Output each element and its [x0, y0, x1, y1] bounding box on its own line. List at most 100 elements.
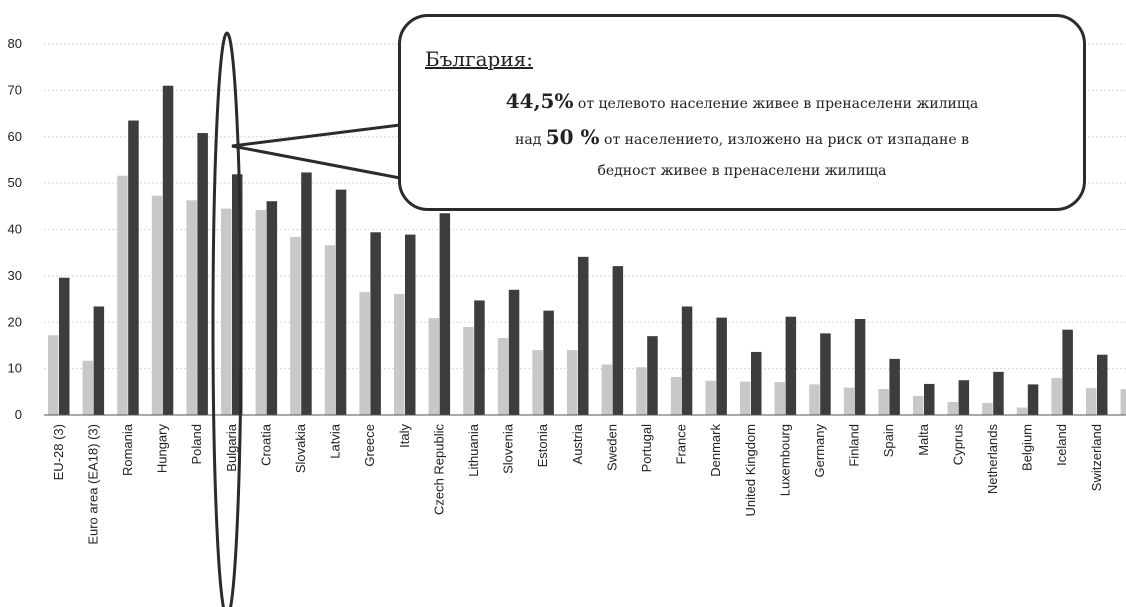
y-tick-label-80: 80 — [8, 36, 22, 51]
x-tick-label-poland: Poland — [189, 424, 204, 464]
callout-line-2-text: от населението, изложено на риск от изпа… — [599, 132, 969, 148]
x-tick-label-denmark: Denmark — [708, 424, 723, 477]
y-tick-label-0: 0 — [15, 407, 22, 422]
bar-luxembourg-series-2 — [785, 316, 797, 415]
bar-malta-series-2 — [924, 383, 935, 415]
bar-italy-series-1 — [394, 293, 405, 415]
x-tick-label-austria: Austria — [570, 423, 585, 464]
bar-iceland-series-1 — [1051, 377, 1062, 415]
y-tick-label-70: 70 — [8, 82, 22, 97]
x-tick-label-iceland: Iceland — [1054, 424, 1069, 466]
bar-norway-series-1 — [1120, 389, 1126, 415]
bar-estonia-series-1 — [532, 350, 543, 415]
bar-sweden-series-2 — [612, 266, 624, 415]
bar-france-series-2 — [681, 306, 693, 415]
x-tick-label-bulgaria: Bulgaria — [224, 423, 239, 471]
bar-eu-28-3--series-1 — [48, 335, 59, 415]
y-tick-label-50: 50 — [8, 175, 22, 190]
bar-hungary-series-1 — [151, 195, 163, 415]
bar-greece-series-2 — [370, 232, 381, 415]
y-axis-tick-labels: 0 10 20 30 40 50 60 70 80 — [8, 36, 22, 422]
x-tick-label-france: France — [674, 424, 689, 464]
bar-croatia-series-2 — [266, 201, 278, 415]
y-tick-label-20: 20 — [8, 314, 22, 329]
callout-line-1-text: от целевото население живее в пренаселен… — [573, 96, 979, 112]
y-tick-label-40: 40 — [8, 222, 22, 237]
bar-latvia-series-2 — [335, 189, 347, 415]
bulgaria-callout-box: България: 44,5% от целевото население жи… — [398, 14, 1086, 211]
callout-line-2: над 50 % от населението, изложено на рис… — [401, 125, 1083, 149]
x-tick-label-croatia: Croatia — [258, 423, 273, 466]
x-tick-label-latvia: Latvia — [328, 423, 343, 458]
x-tick-label-belgium: Belgium — [1020, 424, 1035, 471]
bar-portugal-series-2 — [647, 336, 658, 415]
bar-finland-series-2 — [854, 319, 866, 415]
x-tick-label-hungary: Hungary — [155, 424, 170, 474]
bar-poland-series-2 — [197, 133, 208, 416]
bar-bulgaria-series-1 — [221, 208, 232, 415]
bar-euro-area-ea18-3--series-2 — [93, 306, 105, 415]
callout-percent-50: 50 % — [545, 125, 600, 149]
bar-lithuania-series-1 — [463, 326, 474, 415]
y-tick-label-30: 30 — [8, 268, 22, 283]
x-tick-label-cyprus: Cyprus — [950, 424, 965, 466]
bar-croatia-series-1 — [255, 210, 267, 415]
x-axis-category-labels: EU-28 (3) Euro area (EA18) (3) Romania Hung… — [51, 423, 1126, 544]
bar-switzerland-series-1 — [1086, 388, 1097, 415]
callout-pointer — [231, 123, 401, 180]
x-tick-label-switzerland: Switzerland — [1089, 424, 1104, 491]
x-tick-label-italy: Italy — [397, 424, 412, 448]
bar-sweden-series-1 — [601, 364, 613, 415]
bar-belgium-series-2 — [1027, 384, 1039, 415]
x-tick-label-netherlands: Netherlands — [985, 424, 1000, 495]
callout-title: България: — [425, 47, 534, 71]
x-tick-label-luxembourg: Luxembourg — [777, 424, 792, 496]
bar-czech-republic-series-1 — [428, 318, 440, 415]
bar-netherlands-series-1 — [982, 402, 993, 415]
x-tick-label-spain: Spain — [881, 424, 896, 457]
bar-eu-28-3--series-2 — [59, 277, 70, 415]
bar-united-kingdom-series-2 — [751, 351, 762, 415]
x-tick-label-norway: Norway — [1123, 424, 1126, 469]
bar-cyprus-series-2 — [958, 380, 970, 415]
bars — [48, 85, 1126, 416]
bar-denmark-series-1 — [705, 380, 716, 415]
x-tick-label-lithuania: Lithuania — [466, 423, 481, 477]
x-tick-label-euro-area-ea18-3-: Euro area (EA18) (3) — [85, 424, 100, 545]
bar-netherlands-series-2 — [993, 371, 1004, 415]
bar-austria-series-1 — [567, 350, 578, 415]
x-tick-label-slovakia: Slovakia — [293, 423, 308, 473]
x-tick-label-portugal: Portugal — [639, 424, 654, 473]
x-tick-label-eu-28-3-: EU-28 (3) — [51, 424, 66, 480]
x-tick-label-czech-republic: Czech Republic — [431, 424, 446, 516]
bulgaria-highlight-ellipse — [211, 31, 243, 607]
bar-romania-series-1 — [117, 175, 128, 415]
bar-germany-series-1 — [809, 384, 820, 415]
bar-spain-series-2 — [889, 358, 900, 415]
bar-portugal-series-1 — [636, 367, 647, 415]
bar-slovakia-series-2 — [301, 172, 312, 415]
bar-belgium-series-1 — [1016, 407, 1028, 415]
y-tick-label-60: 60 — [8, 129, 22, 144]
bar-slovenia-series-1 — [497, 338, 509, 415]
bar-bulgaria-series-2 — [232, 174, 243, 415]
bar-euro-area-ea18-3--series-1 — [82, 360, 94, 415]
bar-poland-series-1 — [186, 200, 197, 415]
y-tick-label-10: 10 — [8, 361, 22, 376]
bar-finland-series-1 — [843, 387, 855, 415]
x-tick-label-greece: Greece — [362, 424, 377, 467]
x-tick-label-united-kingdom: United Kingdom — [743, 424, 758, 517]
x-tick-label-germany: Germany — [812, 424, 827, 478]
bar-slovenia-series-2 — [508, 289, 520, 415]
bar-hungary-series-2 — [162, 85, 174, 416]
callout-line-2-prefix: над — [515, 132, 546, 148]
bar-cyprus-series-1 — [947, 402, 959, 415]
x-tick-label-romania: Romania — [120, 423, 135, 476]
bar-denmark-series-2 — [716, 317, 727, 415]
callout-percent-44-5: 44,5% — [505, 89, 574, 113]
bar-latvia-series-1 — [324, 245, 336, 415]
x-tick-label-sweden: Sweden — [604, 424, 619, 471]
bar-iceland-series-2 — [1062, 329, 1073, 415]
bar-germany-series-2 — [820, 333, 831, 415]
bar-romania-series-2 — [128, 120, 139, 416]
